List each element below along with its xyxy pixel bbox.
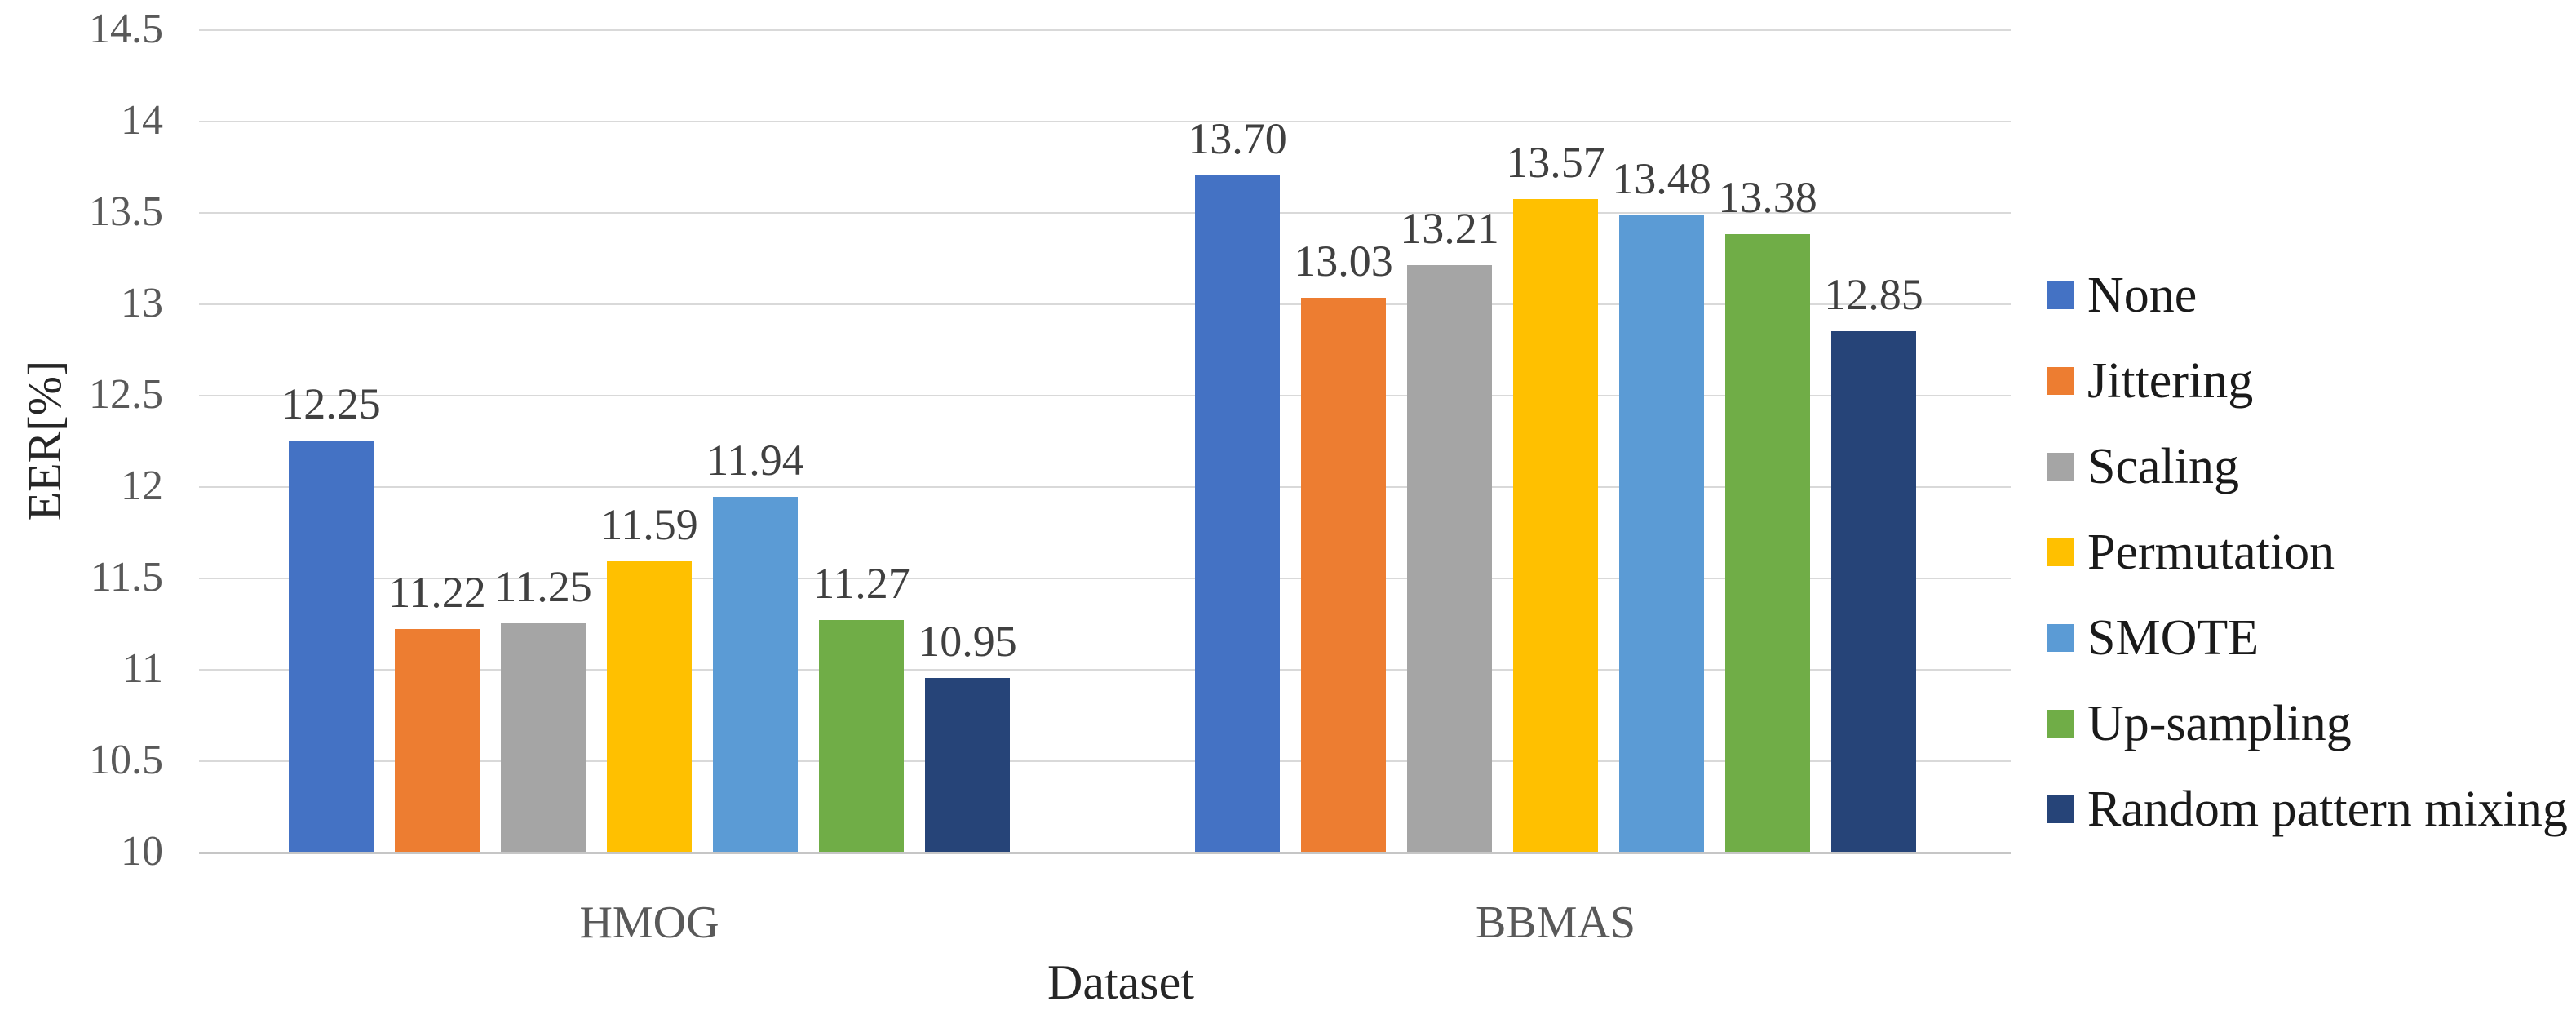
legend-label: Permutation <box>2087 525 2335 580</box>
bar-value-label: 11.27 <box>812 558 910 608</box>
gridline <box>199 303 2011 305</box>
bar-value-label: 13.38 <box>1718 172 1817 222</box>
legend-swatch-icon <box>2047 538 2074 566</box>
legend-entry: Random pattern mixing <box>2047 780 2568 839</box>
gridline <box>199 760 2011 762</box>
y-tick-label: 12.5 <box>89 371 163 418</box>
bar-permutation-bbmas <box>1513 199 1598 852</box>
y-axis-tick-labels: 14.5 14 13.5 13 12.5 12 11.5 11 10.5 10 <box>0 6 163 875</box>
bar-up-sampling-bbmas <box>1725 233 1810 852</box>
gridline <box>199 395 2011 396</box>
category-label-hmog: HMOG <box>579 897 719 948</box>
legend-swatch-icon <box>2047 367 2074 395</box>
bar-value-label: 13.57 <box>1506 138 1605 188</box>
legend-label: Jittering <box>2087 353 2254 409</box>
bar-value-label: 12.25 <box>281 379 381 428</box>
bar-scaling-bbmas <box>1407 264 1492 852</box>
bar-random-pattern-mixing-hmog <box>925 678 1010 852</box>
bar-slot: 12.25 <box>281 29 381 852</box>
legend-entry: Jittering <box>2047 352 2253 410</box>
bar-value-label: 13.70 <box>1188 114 1287 164</box>
bar-random-pattern-mixing-bbmas <box>1831 330 1916 852</box>
legend-swatch-icon <box>2047 795 2074 823</box>
gridline <box>199 212 2011 214</box>
bar-value-label: 13.21 <box>1400 203 1499 253</box>
legend-entry: SMOTE <box>2047 609 2259 667</box>
y-tick-label: 10.5 <box>89 737 163 783</box>
legend-swatch-icon <box>2047 710 2074 738</box>
bar-group-hmog: 12.25 11.22 11.25 11.59 11.94 11.27 10.95 <box>281 29 1017 852</box>
bar-none-bbmas <box>1195 175 1280 852</box>
gridline <box>199 121 2011 122</box>
bar-slot: 13.38 <box>1718 29 1817 852</box>
plot-area: 12.25 11.22 11.25 11.59 11.94 11.27 10.95 13.70… <box>199 29 2011 854</box>
bar-jittering-bbmas <box>1301 298 1386 852</box>
gridline <box>199 669 2011 671</box>
gridline <box>199 486 2011 488</box>
bar-value-label: 11.94 <box>706 436 804 485</box>
legend-label: SMOTE <box>2087 610 2260 666</box>
legend-swatch-icon <box>2047 453 2074 481</box>
legend-entry: Scaling <box>2047 437 2239 496</box>
x-axis-title: Dataset <box>1047 955 1194 1009</box>
bar-up-sampling-hmog <box>819 619 904 852</box>
bar-value-label: 11.59 <box>600 499 698 549</box>
bar-slot: 13.57 <box>1506 29 1605 852</box>
bar-value-label: 12.85 <box>1824 269 1923 319</box>
bar-value-label: 11.25 <box>494 562 592 611</box>
bar-value-label: 13.03 <box>1294 237 1393 286</box>
bar-smote-bbmas <box>1619 215 1704 852</box>
bar-slot: 11.59 <box>600 29 698 852</box>
legend-label: Up-sampling <box>2087 696 2352 751</box>
bar-none-hmog <box>289 441 374 852</box>
bar-slot: 13.70 <box>1188 29 1287 852</box>
y-tick-label: 10 <box>121 828 163 875</box>
y-tick-label: 13 <box>121 280 163 326</box>
bar-slot: 13.03 <box>1294 29 1393 852</box>
bar-value-label: 10.95 <box>918 617 1017 667</box>
y-tick-label: 12 <box>121 463 163 509</box>
bar-slot: 11.25 <box>494 29 592 852</box>
bar-group-bbmas: 13.70 13.03 13.21 13.57 13.48 13.38 12.85 <box>1188 29 1923 852</box>
bar-slot: 11.22 <box>388 29 486 852</box>
y-tick-label: 11.5 <box>90 554 163 600</box>
y-tick-label: 13.5 <box>89 188 163 235</box>
legend-label: Scaling <box>2087 439 2239 494</box>
bar-slot: 12.85 <box>1824 29 1923 852</box>
bar-slot: 11.94 <box>706 29 804 852</box>
legend-entry: None <box>2047 266 2197 325</box>
bar-value-label: 11.22 <box>388 567 486 617</box>
legend-entry: Up-sampling <box>2047 694 2352 753</box>
bar-slot: 10.95 <box>918 29 1017 852</box>
legend-label: Random pattern mixing <box>2087 782 2568 837</box>
bar-smote-hmog <box>713 497 798 852</box>
bar-permutation-hmog <box>607 560 692 852</box>
y-tick-label: 14.5 <box>89 6 163 52</box>
legend-label: None <box>2087 268 2198 323</box>
legend-swatch-icon <box>2047 281 2074 309</box>
category-label-bbmas: BBMAS <box>1475 897 1636 948</box>
gridline <box>199 29 2011 31</box>
legend-swatch-icon <box>2047 624 2074 652</box>
bar-slot: 11.27 <box>812 29 910 852</box>
bar-jittering-hmog <box>395 628 480 852</box>
bar-slot: 13.48 <box>1612 29 1711 852</box>
bar-scaling-hmog <box>501 623 586 852</box>
legend-entry: Permutation <box>2047 523 2335 582</box>
bar-value-label: 13.48 <box>1612 154 1711 204</box>
y-tick-label: 11 <box>122 645 163 692</box>
bar-slot: 13.21 <box>1400 29 1499 852</box>
gridline <box>199 578 2011 579</box>
y-tick-label: 14 <box>121 97 163 144</box>
